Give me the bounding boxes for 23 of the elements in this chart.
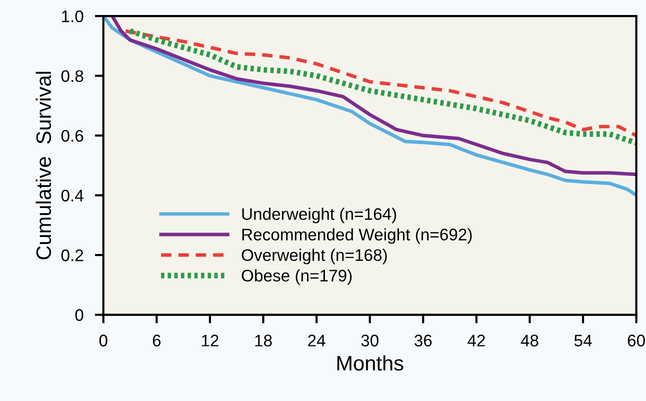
x-tick-label: 0 — [99, 334, 108, 346]
x-tick-label: 24 — [308, 334, 326, 346]
x-tick-label: 54 — [574, 334, 592, 346]
legend-label: Obese (n=179) — [242, 269, 352, 285]
y-tick-label: 0.4 — [61, 190, 84, 202]
y-tick-label: 0.8 — [61, 70, 84, 82]
x-tick-label: 30 — [361, 334, 378, 346]
x-tick-label: 18 — [255, 334, 272, 346]
legend-label: Overweight (n=168) — [242, 248, 387, 264]
legend-label: Recommended Weight (n=692) — [242, 228, 472, 244]
y-tick-label: 0.2 — [61, 249, 84, 262]
legend-label: Underweight (n=164) — [242, 208, 396, 224]
x-tick-label: 12 — [202, 334, 218, 346]
x-axis-title: Months — [337, 355, 404, 371]
x-tick-label: 42 — [468, 334, 485, 346]
x-tick-label: 60 — [628, 334, 645, 346]
y-tick-label: 0.6 — [61, 130, 84, 142]
y-tick-label: 0 — [75, 309, 84, 321]
x-tick-label: 6 — [152, 334, 161, 346]
y-axis-title: Cumulative Survival — [36, 72, 52, 260]
x-tick-label: 36 — [414, 334, 432, 346]
y-tick-label: 1.0 — [62, 10, 84, 22]
x-tick-label: 48 — [520, 334, 538, 346]
